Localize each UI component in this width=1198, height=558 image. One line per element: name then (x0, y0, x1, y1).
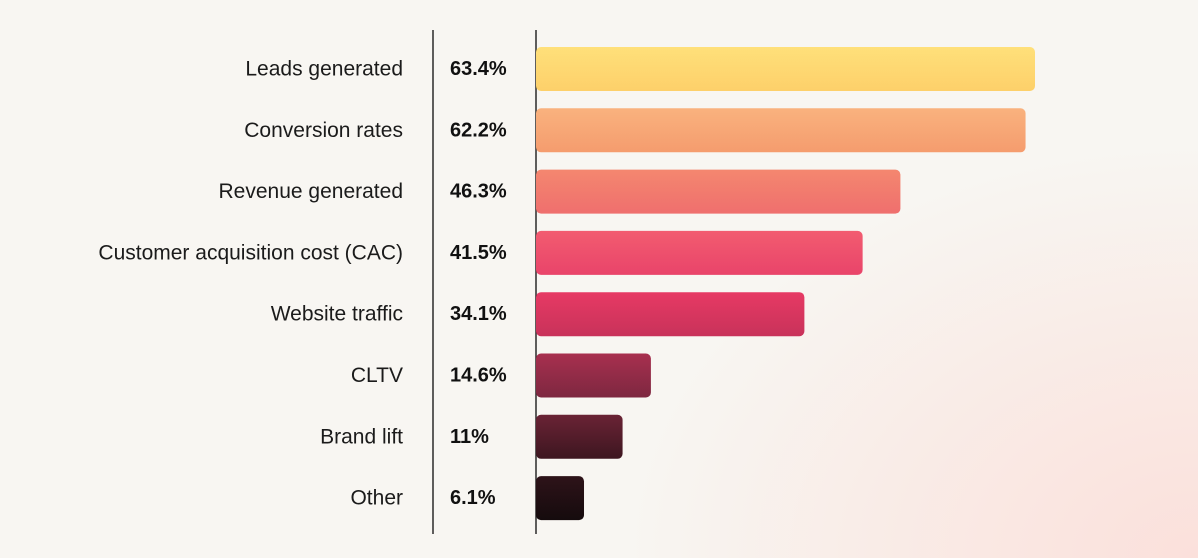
category-label: Conversion rates (244, 119, 403, 142)
category-label: Brand lift (320, 425, 403, 448)
bar (536, 108, 1026, 153)
category-label: CLTV (351, 364, 403, 387)
bar (536, 47, 1035, 91)
value-label: 6.1% (450, 487, 496, 509)
bar (536, 292, 805, 337)
value-label: 14.6% (450, 365, 507, 387)
category-label: Leads generated (245, 58, 403, 81)
category-label: Other (350, 487, 403, 510)
value-label: 11% (450, 426, 489, 448)
value-label: 34.1% (450, 303, 507, 325)
category-label: Revenue generated (219, 180, 403, 203)
category-label: Customer acquisition cost (CAC) (98, 241, 403, 264)
bar (536, 414, 623, 459)
bar (536, 230, 863, 275)
value-label: 63.4% (450, 58, 507, 80)
value-label: 62.2% (450, 119, 507, 141)
bar (536, 476, 585, 521)
category-label: Website traffic (271, 303, 403, 326)
value-label: 46.3% (450, 181, 507, 203)
bar (536, 169, 901, 214)
bar (536, 353, 651, 398)
value-label: 41.5% (450, 242, 507, 264)
